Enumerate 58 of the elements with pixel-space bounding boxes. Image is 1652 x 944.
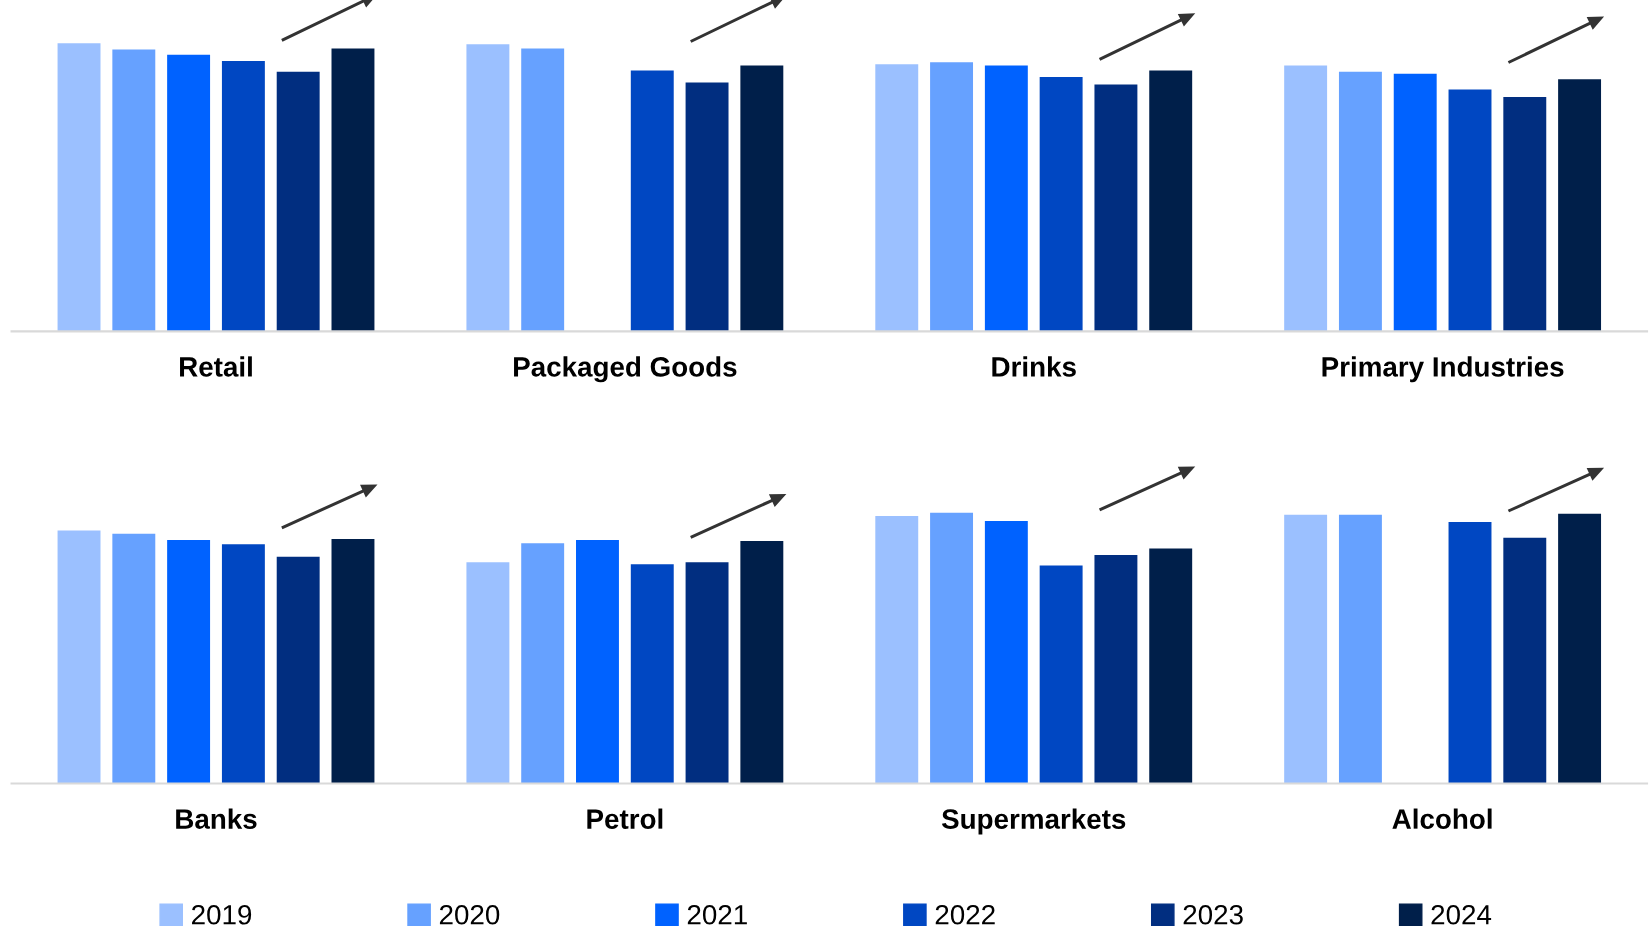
bar [466, 562, 510, 784]
bar [630, 564, 674, 784]
bar [1094, 554, 1138, 784]
bar [112, 533, 156, 784]
x-tick-label: Drinks [992, 356, 1076, 377]
bar [1094, 84, 1138, 332]
bar [930, 512, 974, 784]
legend-label: 2019 [192, 904, 252, 925]
bar [521, 543, 565, 784]
bar [1448, 522, 1492, 784]
bar [276, 556, 320, 784]
bar [685, 562, 729, 784]
bar [984, 521, 1028, 784]
bar [740, 65, 784, 332]
bar [630, 70, 674, 332]
legend-label: 2021 [687, 904, 747, 925]
bar [1039, 565, 1083, 784]
bar [1149, 548, 1193, 784]
bar [167, 54, 211, 332]
legend-label: 2020 [439, 904, 500, 925]
bar [1503, 97, 1547, 332]
x-tick-label: Retail [180, 356, 252, 377]
x-tick-label: Packaged Goods [514, 356, 737, 383]
bar [167, 539, 211, 784]
x-tick-label: Petrol [587, 808, 663, 829]
bar [1149, 70, 1193, 332]
bar [1039, 76, 1083, 332]
bar [576, 539, 619, 784]
legend-label: 2022 [935, 904, 995, 925]
bar [1284, 65, 1328, 332]
bar [1284, 514, 1328, 784]
bar [276, 71, 320, 332]
bar [112, 49, 156, 332]
x-tick-label: Alcohol [1392, 808, 1492, 829]
bar [1448, 89, 1492, 332]
bar [331, 48, 375, 332]
bar [875, 64, 919, 332]
bar [57, 530, 101, 784]
legend-label: 2023 [1183, 904, 1243, 925]
bar [466, 44, 510, 332]
bar [1338, 71, 1382, 332]
x-tick-label: Supermarkets [941, 808, 1126, 835]
bar [984, 65, 1028, 332]
legend-label: 2024 [1431, 904, 1492, 925]
bar [521, 48, 565, 332]
x-tick-label: Banks [176, 808, 257, 829]
bar [57, 43, 101, 332]
bar [685, 82, 729, 332]
bar [930, 62, 974, 332]
bar [1503, 537, 1547, 784]
bar [331, 538, 375, 784]
bar [1558, 79, 1602, 332]
bar [1393, 73, 1437, 332]
bar [875, 515, 919, 784]
bar [221, 544, 265, 784]
bar [221, 61, 265, 332]
x-tick-label: Primary Industries [1322, 356, 1564, 383]
bar [1338, 514, 1382, 784]
